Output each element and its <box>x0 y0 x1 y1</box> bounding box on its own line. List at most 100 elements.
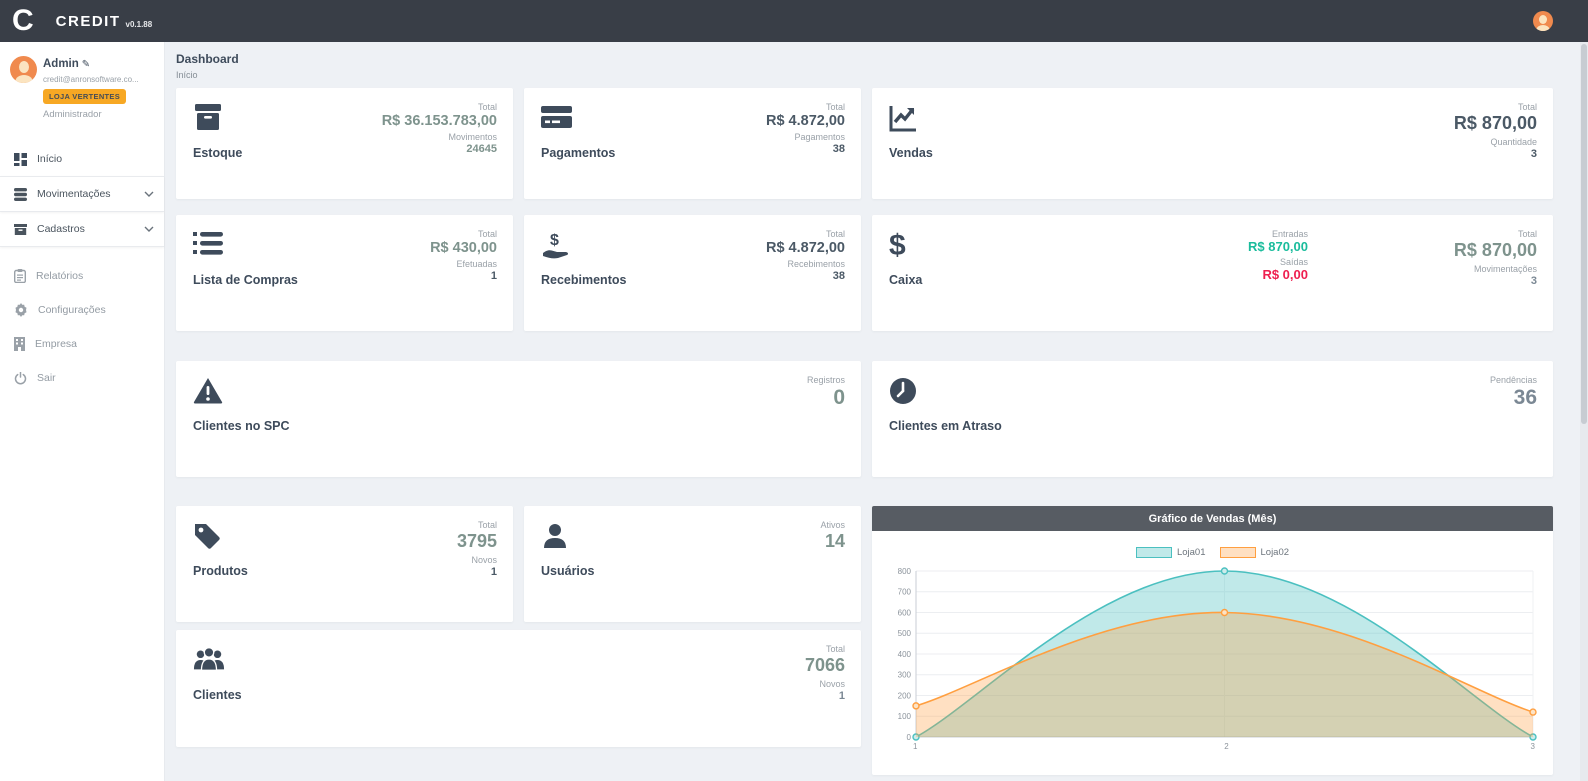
svg-text:$: $ <box>550 232 559 249</box>
chart-title: Gráfico de Vendas (Mês) <box>1148 512 1277 525</box>
store-badge: LOJA VERTENTES <box>43 89 127 104</box>
user-block: Admin ✎ credit@anronsoftware.co... LOJA V… <box>0 42 164 130</box>
stat-value: 7066 <box>804 655 845 675</box>
pencil-icon[interactable]: ✎ <box>81 59 91 70</box>
app-name: CREDIT <box>55 12 121 30</box>
archive-icon <box>14 223 27 235</box>
stat-value: 38 <box>832 270 845 283</box>
chart-legend: Loja01 Loja02 <box>872 545 1553 559</box>
sidebar-item-sair[interactable]: Sair <box>0 361 164 395</box>
app-version: v0.1.88 <box>125 19 153 29</box>
box-icon <box>195 104 221 130</box>
card-label: Recebimentos <box>541 273 627 287</box>
svg-text:3: 3 <box>1531 742 1536 751</box>
sales-area-chart[interactable]: 0 100 200 300 400 500 600 700 800 1 2 3 <box>872 563 1553 759</box>
user-role: Administrador <box>43 109 102 120</box>
stat-value: R$ 36.153.783,00 <box>381 113 497 129</box>
legend-swatch <box>1135 546 1172 558</box>
vertical-scrollbar <box>1580 42 1588 781</box>
stat-value: 3795 <box>456 531 497 551</box>
sidebar-item-label: Configurações <box>38 304 106 316</box>
stat-value: R$ 4.872,00 <box>765 113 845 129</box>
app-logo: C <box>12 4 34 37</box>
card-label: Vendas <box>889 146 933 160</box>
stat-value: 36 <box>1513 386 1537 409</box>
card-label: Clientes <box>193 688 242 702</box>
chevron-down-icon <box>144 226 154 232</box>
stat-value: R$ 4.872,00 <box>765 240 845 256</box>
legend-item-loja02[interactable]: Loja02 <box>1219 545 1289 559</box>
stat-value: R$ 870,00 <box>1453 240 1537 260</box>
svg-text:700: 700 <box>898 588 912 597</box>
stat-value: 3 <box>1530 274 1537 287</box>
stat-value: 1 <box>490 270 497 283</box>
sidebar-item-movimentacoes[interactable]: Movimentações <box>0 177 164 211</box>
main-content: Dashboard Início Estoque Total R$ 36.153… <box>165 42 1588 781</box>
legend-item-loja01[interactable]: Loja01 <box>1135 545 1206 559</box>
user-avatar-icon[interactable] <box>1533 11 1553 31</box>
card-label: Pagamentos <box>541 146 616 160</box>
scrollbar-thumb[interactable] <box>1581 44 1587 424</box>
card-recebimentos[interactable]: $ Recebimentos Total R$ 4.872,00 Recebim… <box>524 215 861 331</box>
sidebar-item-cadastros[interactable]: Cadastros <box>0 212 164 246</box>
card-label: Clientes no SPC <box>193 419 290 433</box>
card-clientes-no-spc[interactable]: Clientes no SPC Registros 0 <box>176 361 861 477</box>
svg-text:800: 800 <box>898 567 912 576</box>
warning-triangle-icon <box>193 378 223 404</box>
card-label: Usuários <box>541 564 595 578</box>
card-usuarios[interactable]: Usuários Ativos 14 <box>524 506 861 622</box>
clipboard-icon <box>14 269 26 283</box>
gear-icon <box>15 303 27 317</box>
card-label: Lista de Compras <box>193 273 298 287</box>
svg-text:100: 100 <box>898 712 912 721</box>
tag-icon <box>195 524 220 549</box>
sidebar-item-configuracoes[interactable]: Configurações <box>0 293 164 327</box>
list-icon <box>193 232 223 255</box>
svg-text:600: 600 <box>898 608 912 617</box>
stat-value-saidas: R$ 0,00 <box>1262 267 1308 283</box>
sidebar-item-label: Relatórios <box>36 270 84 282</box>
hand-dollar-icon: $ <box>543 232 569 259</box>
user-icon <box>544 524 566 548</box>
card-estoque[interactable]: Estoque Total R$ 36.153.783,00 Movimento… <box>176 88 513 199</box>
stat-value: 24645 <box>466 143 497 156</box>
stat-value: 1 <box>490 565 497 578</box>
card-vendas[interactable]: Vendas Total R$ 870,00 Quantidade 3 <box>872 88 1553 199</box>
card-caixa[interactable]: $ Caixa Entradas R$ 870,00 Saídas R$ 0,0… <box>872 215 1553 331</box>
credit-card-icon <box>541 106 572 128</box>
svg-text:2: 2 <box>1224 742 1229 751</box>
card-produtos[interactable]: Produtos Total 3795 Novos 1 <box>176 506 513 622</box>
chart-header: Gráfico de Vendas (Mês) <box>872 506 1553 531</box>
stat-value: 38 <box>832 143 845 156</box>
stat-value: 3 <box>1530 147 1537 160</box>
stat-value-entradas: R$ 870,00 <box>1248 239 1308 254</box>
user-name: Admin <box>43 58 79 70</box>
sidebar-item-label: Movimentações <box>37 188 111 200</box>
sidebar-item-label: Cadastros <box>37 223 85 235</box>
dollar-icon: $ <box>889 229 906 262</box>
user-avatar-icon[interactable] <box>10 56 37 83</box>
sidebar-item-label: Início <box>37 153 63 165</box>
sidebar: Admin ✎ credit@anronsoftware.co... LOJA V… <box>0 42 165 781</box>
power-icon <box>14 371 27 384</box>
svg-text:1: 1 <box>913 742 918 751</box>
card-pagamentos[interactable]: Pagamentos Total R$ 4.872,00 Pagamentos … <box>524 88 861 199</box>
stat-value: 1 <box>838 689 845 702</box>
chevron-down-icon <box>144 191 154 197</box>
sidebar-item-inicio[interactable]: Início <box>0 142 164 176</box>
sidebar-item-relatorios[interactable]: Relatórios <box>0 259 164 293</box>
card-clientes-em-atraso[interactable]: Clientes em Atraso Pendências 36 <box>872 361 1553 477</box>
sidebar-item-label: Empresa <box>35 338 78 350</box>
sidebar-item-empresa[interactable]: Empresa <box>0 327 164 361</box>
card-clientes[interactable]: Clientes Total 7066 Novos 1 <box>176 630 861 747</box>
stat-value: 0 <box>833 386 845 409</box>
breadcrumb: Início <box>176 70 198 80</box>
svg-text:200: 200 <box>898 691 912 700</box>
user-email: credit@anronsoftware.co... <box>43 75 139 84</box>
top-bar: C CREDIT v0.1.88 <box>0 0 1588 42</box>
building-icon <box>14 337 25 351</box>
svg-text:300: 300 <box>898 671 912 680</box>
svg-text:0: 0 <box>907 733 912 742</box>
card-lista-de-compras[interactable]: Lista de Compras Total R$ 430,00 Efetuad… <box>176 215 513 331</box>
stat-value: 14 <box>824 531 845 551</box>
